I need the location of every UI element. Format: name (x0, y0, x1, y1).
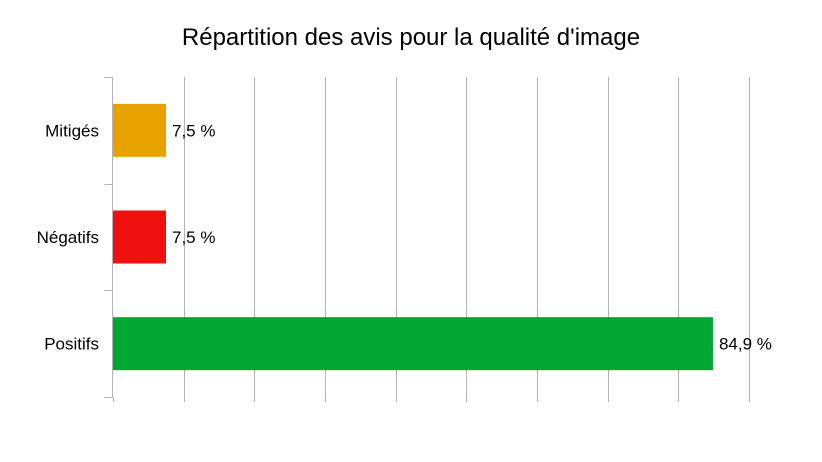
labels: Mitigés 7,5 % Négatifs 7,5 % Positifs 84,9 % (37, 121, 772, 353)
category-label: Mitigés (45, 121, 99, 140)
category-label: Négatifs (37, 228, 99, 247)
bar (113, 103, 166, 157)
bar (113, 210, 166, 264)
bar (113, 317, 713, 371)
data-label: 84,9 % (719, 335, 772, 354)
axes (104, 77, 114, 402)
bars (113, 103, 713, 371)
category-label: Positifs (44, 335, 99, 354)
chart-title: Répartition des avis pour la qualité d'i… (181, 24, 641, 51)
data-label: 7,5 % (172, 121, 215, 140)
data-label: 7,5 % (172, 228, 215, 247)
